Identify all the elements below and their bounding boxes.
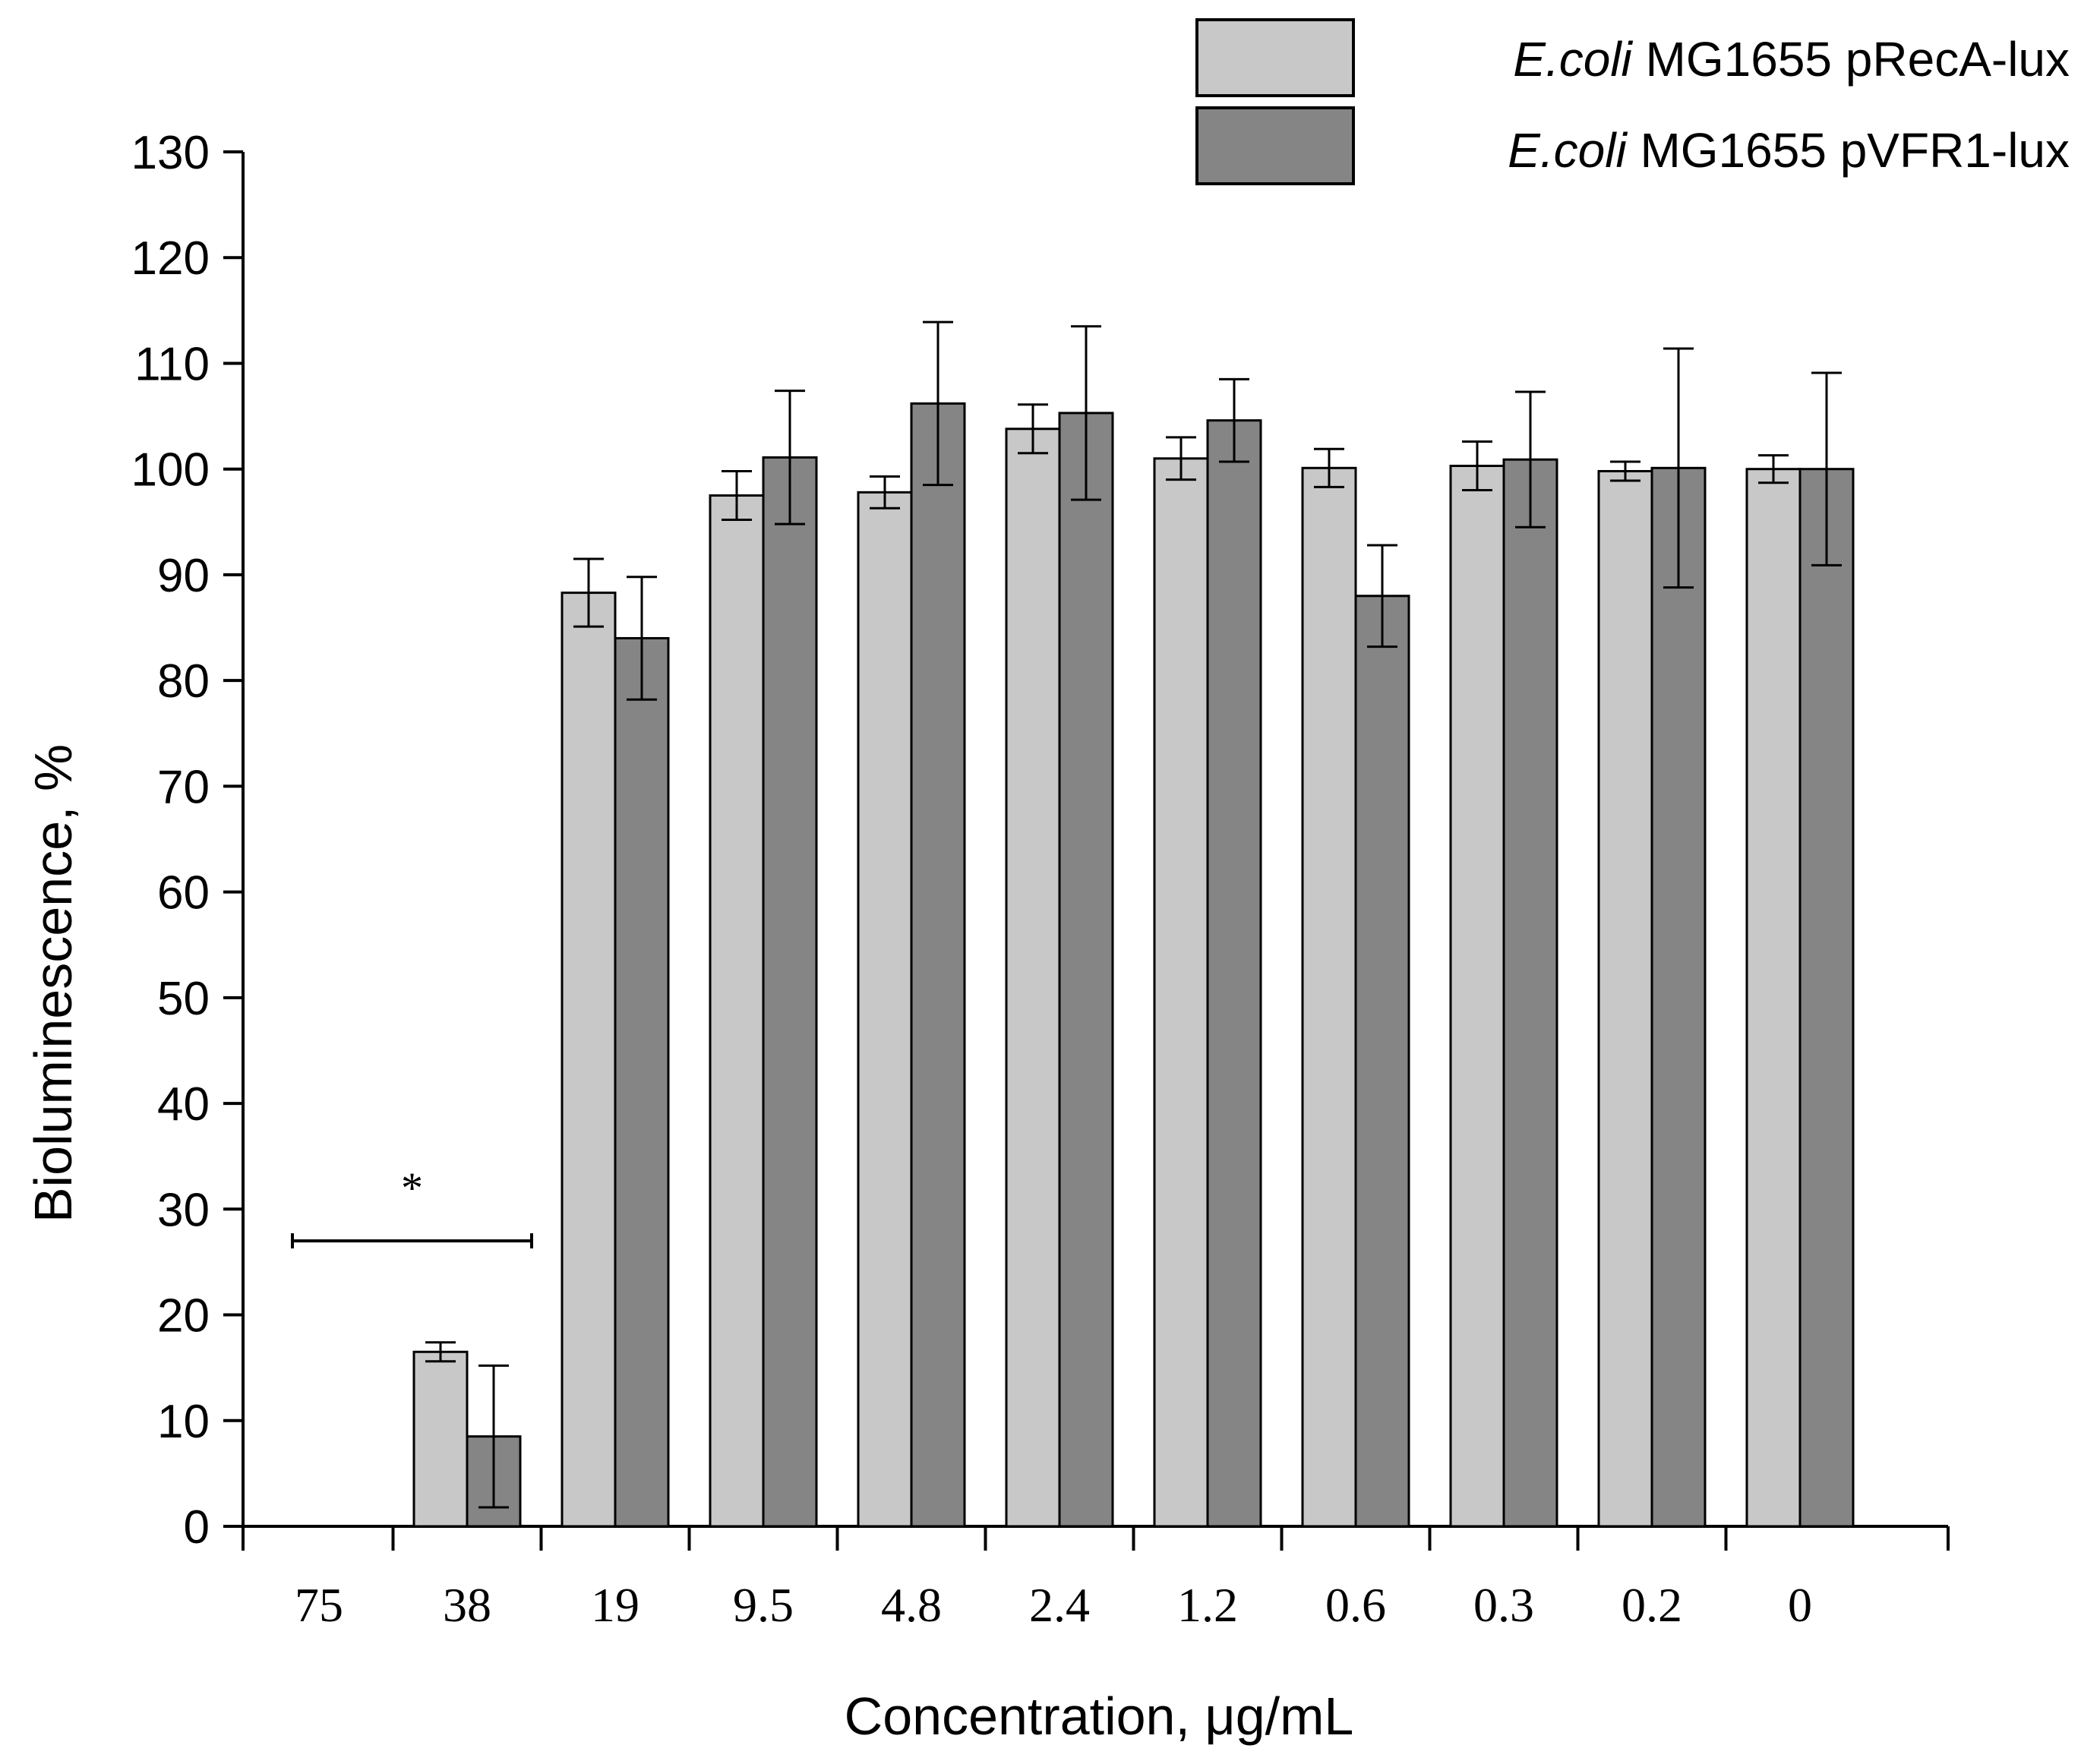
y-axis: 0 10 20 30 40 50 60 70 80 90 100 110 120 130: [131, 127, 245, 1554]
x-axis: 75 38 19 9.5 4.8 2.4 1.2 0.6 0.3 0.2 0: [242, 1525, 1950, 1632]
legend-label-pvfr1: E.coli MG1655 pVFR1-lux: [1508, 123, 2070, 178]
bar-series1: [1745, 468, 1802, 1528]
y-tick-label: 50: [157, 973, 210, 1025]
x-axis-title: Concentration, μg/mL: [845, 1687, 1354, 1746]
x-tick-label: 0.2: [1622, 1578, 1682, 1632]
y-tick-label: 100: [131, 444, 210, 497]
y-tick-label: 70: [157, 761, 210, 813]
bar-series2: [1650, 466, 1707, 1528]
y-tick-label: 80: [157, 655, 210, 708]
bar-series2: [762, 456, 818, 1528]
bar-series2: [614, 636, 670, 1528]
y-tick-label: 10: [157, 1396, 210, 1448]
bar-series1: [561, 592, 617, 1528]
x-tick-label: 0.6: [1325, 1578, 1386, 1632]
legend-swatch-pvfr1: [1195, 106, 1355, 185]
y-tick-label: 120: [131, 232, 210, 285]
error-bars: [425, 320, 1842, 1509]
legend-label-precA-italic: E.coli: [1513, 32, 1633, 87]
y-tick-label: 60: [157, 867, 210, 920]
bar-series1: [412, 1350, 469, 1528]
x-tick-label: 75: [295, 1578, 343, 1632]
x-tick-label: 4.8: [881, 1578, 942, 1632]
x-tick-label: 1.2: [1177, 1578, 1238, 1632]
legend-label-precA: E.coli MG1655 pRecA-lux: [1513, 32, 2070, 87]
bar-series1: [1301, 466, 1357, 1528]
x-tick-label: 19: [591, 1578, 639, 1632]
y-tick-label: 110: [134, 338, 210, 390]
x-tick-label: 0: [1788, 1578, 1812, 1632]
x-tick-label: 0.3: [1473, 1578, 1534, 1632]
bar-series2: [1058, 412, 1114, 1528]
y-tick-label: 20: [157, 1290, 210, 1343]
bar-series1: [709, 494, 765, 1528]
bar-series2: [1502, 458, 1558, 1528]
legend-label-pvfr1-rest: MG1655 pVFR1-lux: [1627, 123, 2070, 178]
y-tick-label: 90: [157, 550, 210, 602]
significance-star: *: [401, 1163, 423, 1213]
legend-label-precA-rest: MG1655 pRecA-lux: [1632, 32, 2070, 87]
y-tick-label: 0: [184, 1501, 210, 1554]
bar-series2: [1798, 468, 1855, 1528]
x-tick-label: 9.5: [733, 1578, 794, 1632]
x-tick-label: 2.4: [1029, 1578, 1090, 1632]
bar-series1: [1005, 428, 1061, 1528]
bar-series1: [1153, 457, 1209, 1528]
bar-series2: [1354, 595, 1410, 1528]
bar-series1: [1597, 469, 1653, 1528]
y-tick-label: 30: [157, 1184, 210, 1236]
bar-series1: [1449, 465, 1505, 1528]
y-tick-label: 40: [157, 1078, 210, 1131]
y-tick-label: 130: [131, 127, 210, 179]
bars: [412, 402, 1855, 1528]
significance-annotation: *: [291, 1163, 533, 1249]
x-tick-label: 38: [443, 1578, 491, 1632]
bar-series2: [1206, 419, 1262, 1528]
bar-series2: [910, 402, 966, 1528]
legend: E.coli MG1655 pRecA-lux E.coli MG1655 pV…: [1195, 18, 2070, 185]
legend-swatch-precA: [1195, 18, 1355, 97]
bar-series1: [857, 491, 913, 1528]
legend-label-pvfr1-italic: E.coli: [1508, 123, 1628, 178]
y-axis-title: Bioluminescence, %: [24, 744, 83, 1223]
